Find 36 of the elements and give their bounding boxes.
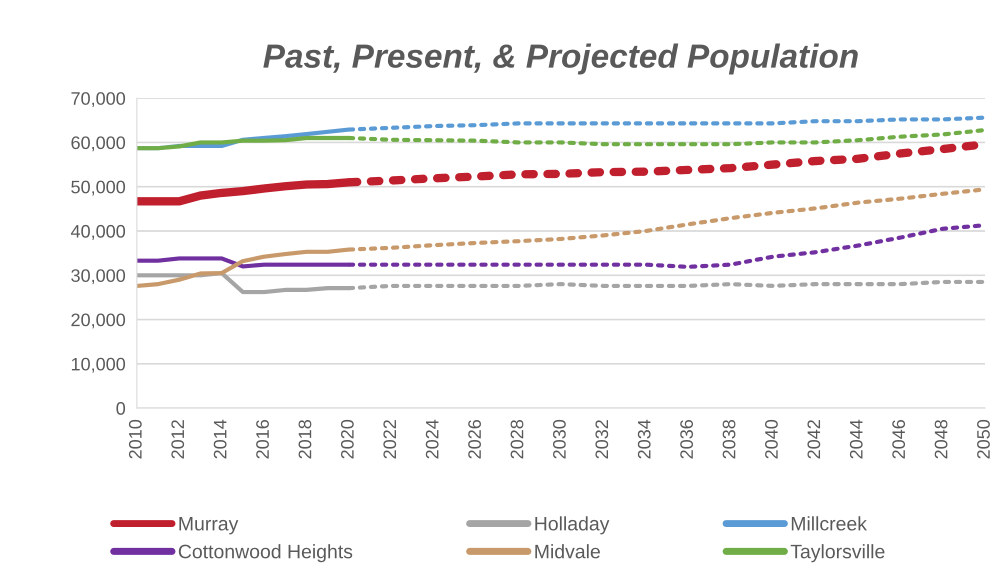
- x-tick-label: 2022: [383, 420, 396, 458]
- x-tick-label: 2042: [807, 420, 820, 458]
- legend-label: Taylorsville: [790, 544, 884, 562]
- x-tick-label: 2010: [128, 420, 142, 458]
- x-tick-label: 2030: [553, 420, 566, 458]
- x-tick-label: 2048: [934, 420, 948, 458]
- x-tick-label: 2036: [680, 420, 694, 458]
- legend-label: Midvale: [535, 544, 600, 558]
- x-tick-label: 2020: [340, 420, 354, 458]
- y-tick-label: 0: [116, 402, 126, 415]
- legend-label: Cottonwood Heights: [178, 544, 352, 562]
- x-tick-label: 2046: [892, 420, 906, 458]
- x-tick-label: 2012: [171, 420, 184, 458]
- x-tick-label: 2028: [510, 420, 524, 458]
- y-tick-label: 50,000: [71, 180, 126, 196]
- y-tick-label: 40,000: [70, 224, 126, 240]
- x-tick-label: 2038: [722, 420, 736, 458]
- x-tick-label: 2014: [214, 420, 227, 458]
- x-tick-label: 2032: [595, 420, 608, 458]
- x-tick-label: 2044: [850, 420, 863, 458]
- legend-label: Murray: [179, 516, 238, 534]
- x-tick-label: 2016: [256, 420, 269, 458]
- x-tick-label: 2034: [638, 420, 651, 458]
- y-tick-label: 70,000: [71, 92, 126, 108]
- legend-label: Millcreek: [792, 516, 867, 531]
- chart-title: Past, Present, & Projected Population: [263, 43, 858, 75]
- x-tick-label: 2026: [468, 420, 481, 458]
- y-tick-label: 20,000: [71, 313, 126, 328]
- y-tick-label: 10,000: [72, 358, 126, 373]
- x-tick-label: 2024: [426, 420, 439, 458]
- x-tick-label: 2040: [765, 420, 778, 458]
- legend-label: Holladay: [535, 516, 610, 534]
- y-tick-label: 30,000: [71, 269, 126, 284]
- x-tick-label: 2018: [298, 420, 312, 458]
- y-tick-label: 60,000: [71, 136, 126, 152]
- x-tick-label: 2050: [977, 420, 990, 458]
